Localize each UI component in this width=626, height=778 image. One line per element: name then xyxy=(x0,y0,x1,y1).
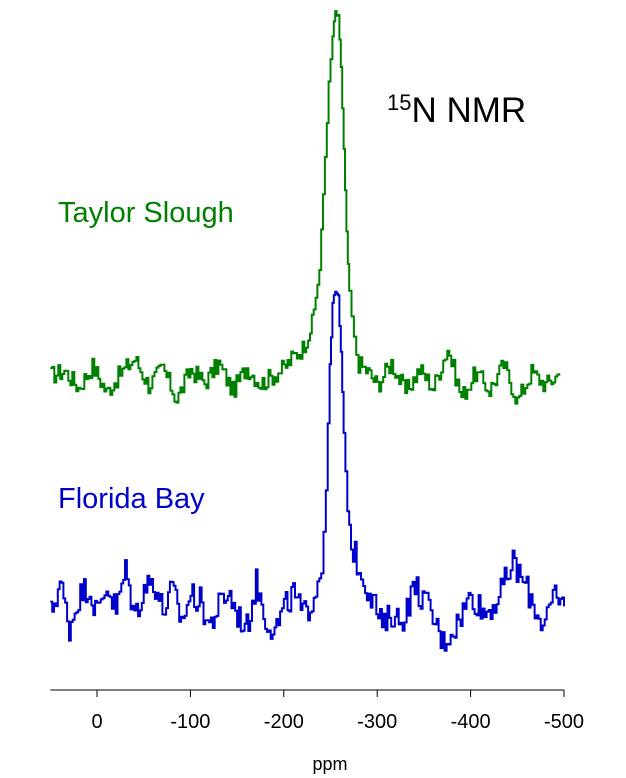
x-tick-label: -500 xyxy=(544,711,584,733)
x-tick-label: -400 xyxy=(451,711,491,733)
chart-title: 15N NMR xyxy=(387,90,526,131)
series-line-taylor-slough xyxy=(50,10,561,405)
x-tick-label: -200 xyxy=(264,711,304,733)
series-label-florida-bay: Florida Bay xyxy=(58,483,205,515)
x-tick-label: 0 xyxy=(91,711,102,733)
chart-title-superscript: 15 xyxy=(387,90,411,115)
chart-title-main: N NMR xyxy=(411,91,526,130)
x-axis: 0 -100 -200 -300 -400 -500 xyxy=(50,689,584,733)
series-layer xyxy=(50,10,565,652)
x-tick-label: -100 xyxy=(170,711,210,733)
x-axis-title: ppm xyxy=(312,754,347,774)
series-line-florida-bay xyxy=(50,290,565,652)
series-label-taylor-slough: Taylor Slough xyxy=(58,197,234,229)
x-tick-label: -300 xyxy=(357,711,397,733)
